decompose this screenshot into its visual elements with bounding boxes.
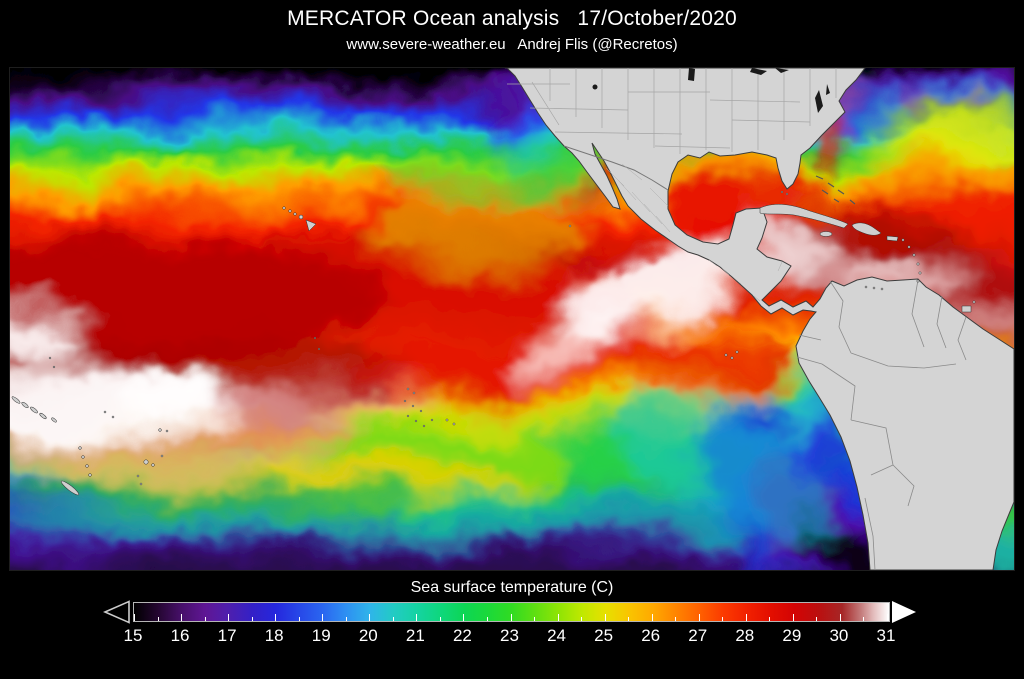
colorbar-tick bbox=[887, 614, 888, 621]
colorbar-minor-tick bbox=[675, 617, 677, 621]
colorbar-tick bbox=[792, 614, 794, 621]
colorbar-tick-labels: 15 16 17 18 19 20 21 22 23 24 25 26 27 28 29 30 31 bbox=[124, 626, 896, 648]
colorbar-tick-label: 16 bbox=[170, 626, 190, 645]
colorbar-tick-label: 29 bbox=[782, 626, 802, 645]
colorbar-minor-tick bbox=[816, 617, 818, 621]
colorbar-tick bbox=[228, 614, 230, 621]
colorbar-tick-label: 27 bbox=[688, 626, 708, 645]
colorbar-tick bbox=[698, 614, 700, 621]
colorbar-tick bbox=[557, 614, 559, 621]
colorbar-tick-label: 15 bbox=[123, 626, 143, 645]
colorbar-tick-label: 25 bbox=[594, 626, 614, 645]
sst-map-canvas bbox=[10, 68, 1014, 570]
colorbar-tick-label: 17 bbox=[217, 626, 237, 645]
colorbar-tick-label: 30 bbox=[829, 626, 849, 645]
colorbar-tick bbox=[604, 614, 606, 621]
colorbar-minor-tick bbox=[534, 617, 536, 621]
islands-fiji bbox=[143, 459, 149, 465]
colorbar-minor-tick bbox=[628, 617, 630, 621]
colorbar-tick bbox=[134, 614, 135, 621]
colorbar-minor-tick bbox=[439, 617, 441, 621]
south-america-borders bbox=[796, 279, 967, 570]
colorbar-tick-label: 26 bbox=[641, 626, 661, 645]
landmass-americas bbox=[11, 68, 1014, 570]
colorbar-tick-label: 31 bbox=[876, 626, 896, 645]
colorbar-tick-label: 19 bbox=[311, 626, 331, 645]
ocean-temperature-field bbox=[10, 68, 1014, 570]
colorbar-minor-tick bbox=[769, 617, 771, 621]
island-jamaica bbox=[819, 231, 833, 237]
colorbar-minor-tick bbox=[204, 617, 206, 621]
island-hispaniola bbox=[851, 222, 882, 236]
sst-map bbox=[9, 67, 1015, 571]
colorbar-minor-tick bbox=[157, 617, 159, 621]
colorbar-tick bbox=[322, 614, 324, 621]
colorbar-minor-tick bbox=[251, 617, 253, 621]
colorbar-minor-tick bbox=[486, 617, 488, 621]
colorbar-minor-tick bbox=[863, 617, 865, 621]
island-hawaii-big-island bbox=[305, 219, 317, 232]
islands-bahamas bbox=[815, 175, 856, 205]
colorbar-tick bbox=[745, 614, 747, 621]
colorbar-minor-tick bbox=[345, 617, 347, 621]
us-state-borders bbox=[507, 68, 837, 154]
pacific-islands bbox=[11, 206, 739, 496]
colorbar-tick bbox=[416, 614, 418, 621]
colorbar-tick-label: 20 bbox=[358, 626, 378, 645]
colorbar-minor-tick bbox=[298, 617, 300, 621]
colorbar-minor-tick bbox=[392, 617, 394, 621]
island-trinidad bbox=[961, 305, 972, 313]
colorbar-tick bbox=[510, 614, 512, 621]
colorbar-tick bbox=[839, 614, 841, 621]
page-subtitle: www.severe-weather.eu Andrej Flis (@Recr… bbox=[346, 36, 678, 53]
colorbar-tick-label: 22 bbox=[452, 626, 472, 645]
colorbar-tick-label: 21 bbox=[405, 626, 425, 645]
colorbar-tick-label: 23 bbox=[500, 626, 519, 645]
colorbar-minor-tick bbox=[722, 617, 724, 621]
colorbar-tick-label: 18 bbox=[264, 626, 284, 645]
colorbar-minor-tick bbox=[581, 617, 583, 621]
island-puerto-rico bbox=[886, 235, 899, 242]
colorbar-tick-label: 24 bbox=[547, 626, 567, 645]
americas-continent bbox=[505, 68, 1014, 570]
caribbean-islands bbox=[759, 175, 976, 313]
colorbar-tick bbox=[275, 614, 277, 621]
colorbar-tick bbox=[651, 614, 653, 621]
mexico-state-borders bbox=[605, 163, 783, 302]
colorbar-label: Sea surface temperature (C) bbox=[410, 579, 614, 596]
island-new-caledonia bbox=[60, 480, 80, 496]
colorbar-right-arrow-icon bbox=[892, 601, 916, 623]
us-mexico-border bbox=[563, 145, 669, 191]
colorbar-tick bbox=[369, 614, 371, 621]
great-lakes bbox=[592, 68, 830, 113]
island-cuba bbox=[759, 204, 849, 229]
colorbar bbox=[133, 602, 890, 622]
colorbar-tick bbox=[181, 614, 183, 621]
colorbar-left-arrow-icon bbox=[103, 600, 130, 624]
colorbar-tick bbox=[463, 614, 465, 621]
islands-galapagos bbox=[724, 353, 728, 357]
page-title: MERCATOR Ocean analysis 17/October/2020 bbox=[287, 7, 737, 30]
colorbar-tick-label: 28 bbox=[735, 626, 755, 645]
